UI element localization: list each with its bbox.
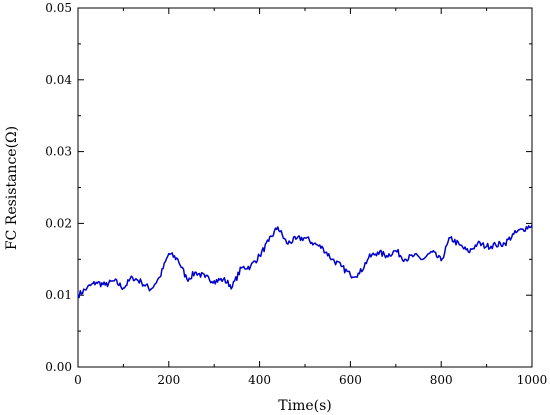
x-axis-ticks: 0 200 400 600 800 1000 (74, 8, 547, 387)
x-tick-label: 200 (157, 373, 180, 387)
plot-frame (77, 7, 533, 368)
y-tick-label: 0.00 (45, 360, 72, 374)
y-tick-label: 0.05 (45, 1, 72, 15)
y-axis-ticks: 0.00 0.01 0.02 0.03 0.04 0.05 (45, 1, 532, 374)
x-tick-label: 800 (430, 373, 453, 387)
x-axis-title: Time(s) (278, 398, 331, 414)
y-axis-title: FC Resistance(Ω) (4, 126, 20, 250)
x-tick-label: 1000 (517, 373, 548, 387)
x-tick-label: 400 (248, 373, 271, 387)
y-tick-label: 0.01 (45, 288, 72, 302)
fc-resistance-series-line (77, 224, 533, 299)
y-tick-label: 0.02 (45, 216, 72, 230)
y-tick-label: 0.04 (45, 73, 72, 87)
x-tick-label: 600 (339, 373, 362, 387)
y-tick-label: 0.03 (45, 145, 72, 159)
x-tick-label: 0 (74, 373, 82, 387)
